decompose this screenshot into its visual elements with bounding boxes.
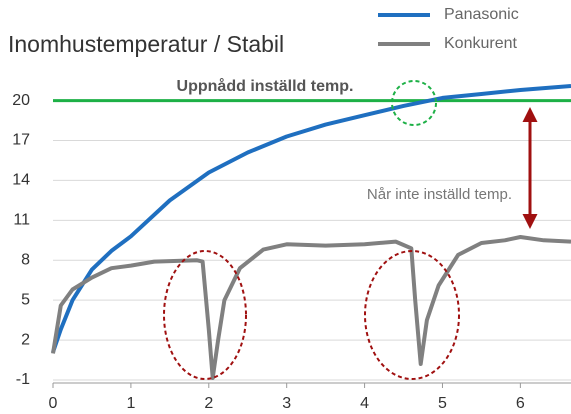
x-tick-label: 6 xyxy=(516,395,525,412)
annotation: Når inte inställd temp. xyxy=(367,186,512,203)
highlight-circle xyxy=(391,80,437,126)
y-tick-label: 8 xyxy=(21,251,30,268)
x-tick-label: 0 xyxy=(49,395,58,412)
plot-area: -1 2 5 8 11 14 17 20 0 1 2 3 4 5 6 Uppnådd inställd tem… xyxy=(12,77,571,412)
x-tick-label: 3 xyxy=(282,395,291,412)
x-tick-label: 2 xyxy=(204,395,213,412)
y-tick-label: 5 xyxy=(21,291,30,308)
highlight-ellipse xyxy=(364,250,460,380)
y-tick-label: 14 xyxy=(12,172,30,189)
x-tick-label: 4 xyxy=(360,395,369,412)
chart-title: Inomhustemperatur / Stabil xyxy=(8,31,284,57)
x-tick-label: 5 xyxy=(438,395,447,412)
y-tick-label: 17 xyxy=(12,132,30,149)
target-label: Uppnådd inställd temp. xyxy=(177,77,354,95)
highlight-ellipse xyxy=(163,250,247,380)
y-tick-label: 2 xyxy=(21,331,30,348)
series-line xyxy=(51,235,571,380)
y-tick-label: 20 xyxy=(12,92,30,109)
series-line xyxy=(51,84,571,353)
y-tick-label: 11 xyxy=(13,212,30,229)
legend-label: Konkurent xyxy=(444,35,517,52)
legend-label: Panasonic xyxy=(444,6,519,23)
y-tick-label: -1 xyxy=(16,371,30,388)
x-tick-label: 1 xyxy=(126,395,135,412)
